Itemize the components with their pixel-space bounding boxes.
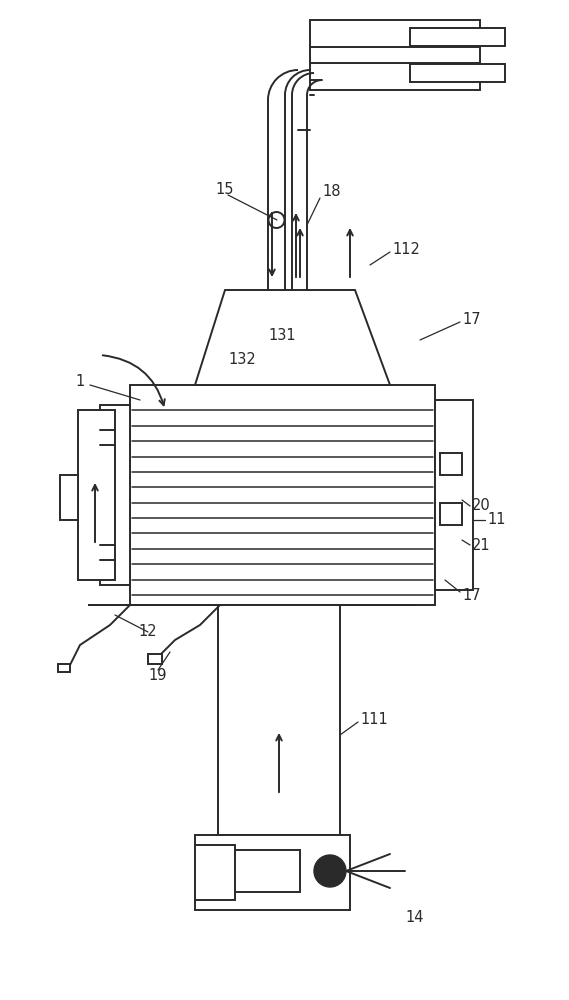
Bar: [310, 20, 480, 90]
Polygon shape: [195, 290, 390, 385]
Bar: [435, 400, 473, 590]
Text: 20: 20: [472, 498, 490, 514]
Text: 111: 111: [360, 712, 387, 728]
Text: 112: 112: [392, 242, 420, 257]
Bar: [218, 605, 340, 835]
Text: 11: 11: [487, 512, 505, 528]
Text: 21: 21: [472, 538, 490, 552]
Bar: [58, 664, 70, 672]
Text: 17: 17: [462, 312, 481, 328]
Bar: [410, 28, 505, 46]
Bar: [410, 64, 505, 82]
Text: 17: 17: [462, 587, 481, 602]
Bar: [235, 850, 300, 892]
Text: 14: 14: [405, 910, 423, 926]
Text: 131: 131: [268, 328, 296, 342]
Bar: [100, 405, 130, 585]
Bar: [195, 835, 350, 910]
Text: 1: 1: [75, 374, 84, 389]
Bar: [440, 453, 462, 475]
Bar: [60, 475, 78, 520]
Bar: [85, 505, 100, 545]
Text: 132: 132: [228, 353, 255, 367]
Text: 15: 15: [215, 182, 233, 198]
Text: 19: 19: [148, 668, 167, 682]
Bar: [78, 410, 115, 580]
Bar: [148, 654, 162, 664]
Text: 12: 12: [138, 624, 156, 640]
Text: 18: 18: [322, 184, 340, 200]
Bar: [440, 503, 462, 525]
Bar: [195, 845, 235, 900]
Bar: [130, 385, 435, 605]
Circle shape: [314, 855, 346, 887]
